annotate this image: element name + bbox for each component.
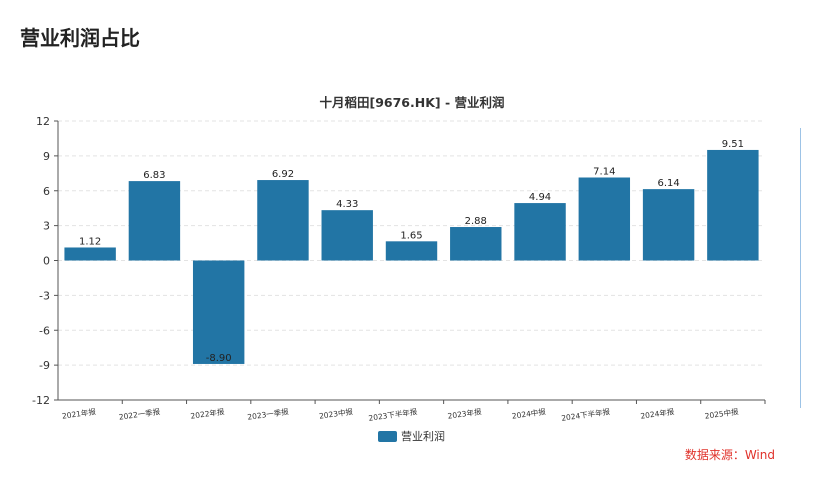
data-label: 6.92 [272,169,294,180]
data-label: 4.94 [529,192,551,203]
data-label: 4.33 [336,199,358,210]
x-tick-label: 2025中报 [704,406,740,421]
bar[interactable] [450,227,502,261]
legend-swatch [378,431,397,442]
y-tick-label: 9 [43,150,50,163]
y-tick-label: 12 [36,115,50,128]
bar[interactable] [257,180,309,261]
data-label: 6.14 [657,178,679,189]
bar[interactable] [707,149,759,261]
x-tick-label: 2024中报 [511,406,547,421]
bar[interactable] [64,247,116,261]
bar[interactable] [385,241,438,261]
x-tick-label: 2021年报 [61,406,97,421]
bar[interactable] [514,203,566,261]
x-tick-label: 2023下半年报 [368,406,418,423]
x-tick-label: 2023一季报 [247,406,290,422]
data-label: 1.12 [79,236,101,247]
x-tick-label: 2024年报 [640,406,676,421]
data-label: 2.88 [465,216,487,227]
bar[interactable] [192,260,245,364]
bar[interactable] [321,210,373,261]
axes: 12 9 6 3 0 -3 -6 -9 -12 2021年报 2022一季报 2022年报 2023一季… [32,115,766,423]
y-tick-label: -3 [39,289,50,302]
x-tick-label: 2022年报 [190,406,226,421]
y-tick-label: 0 [43,255,50,268]
legend-label: 营业利润 [401,429,445,443]
x-tick-label: 2023中报 [318,406,354,421]
y-tick-label: -9 [39,359,50,372]
page-title: 营业利润占比 [20,26,140,50]
x-tick-label: 2024下半年报 [561,406,611,423]
data-label: 9.51 [722,139,744,150]
x-tick-label: 2023年报 [447,406,483,421]
data-label: 6.83 [143,170,165,181]
bar[interactable] [642,189,695,261]
chart-title: 十月稻田[9676.HK] - 营业利润 [319,95,504,110]
bars: 1.12 6.83 -8.90 6.92 4.33 1.65 2.88 4.94 7.14 6.1… [64,139,759,364]
y-tick-label: 6 [43,185,50,198]
y-tick-label: -12 [32,394,50,407]
side-divider [800,128,801,408]
y-tick-label: 3 [43,220,50,233]
data-source: 数据来源：Wind [684,448,775,462]
data-label: 1.65 [400,230,422,241]
x-tick-label: 2022一季报 [118,406,161,422]
y-tick-label: -6 [39,324,50,337]
legend[interactable]: 营业利润 [378,429,445,443]
data-label: 7.14 [593,166,615,177]
bar[interactable] [578,177,631,261]
bar[interactable] [128,181,181,261]
data-label: -8.90 [206,353,232,364]
